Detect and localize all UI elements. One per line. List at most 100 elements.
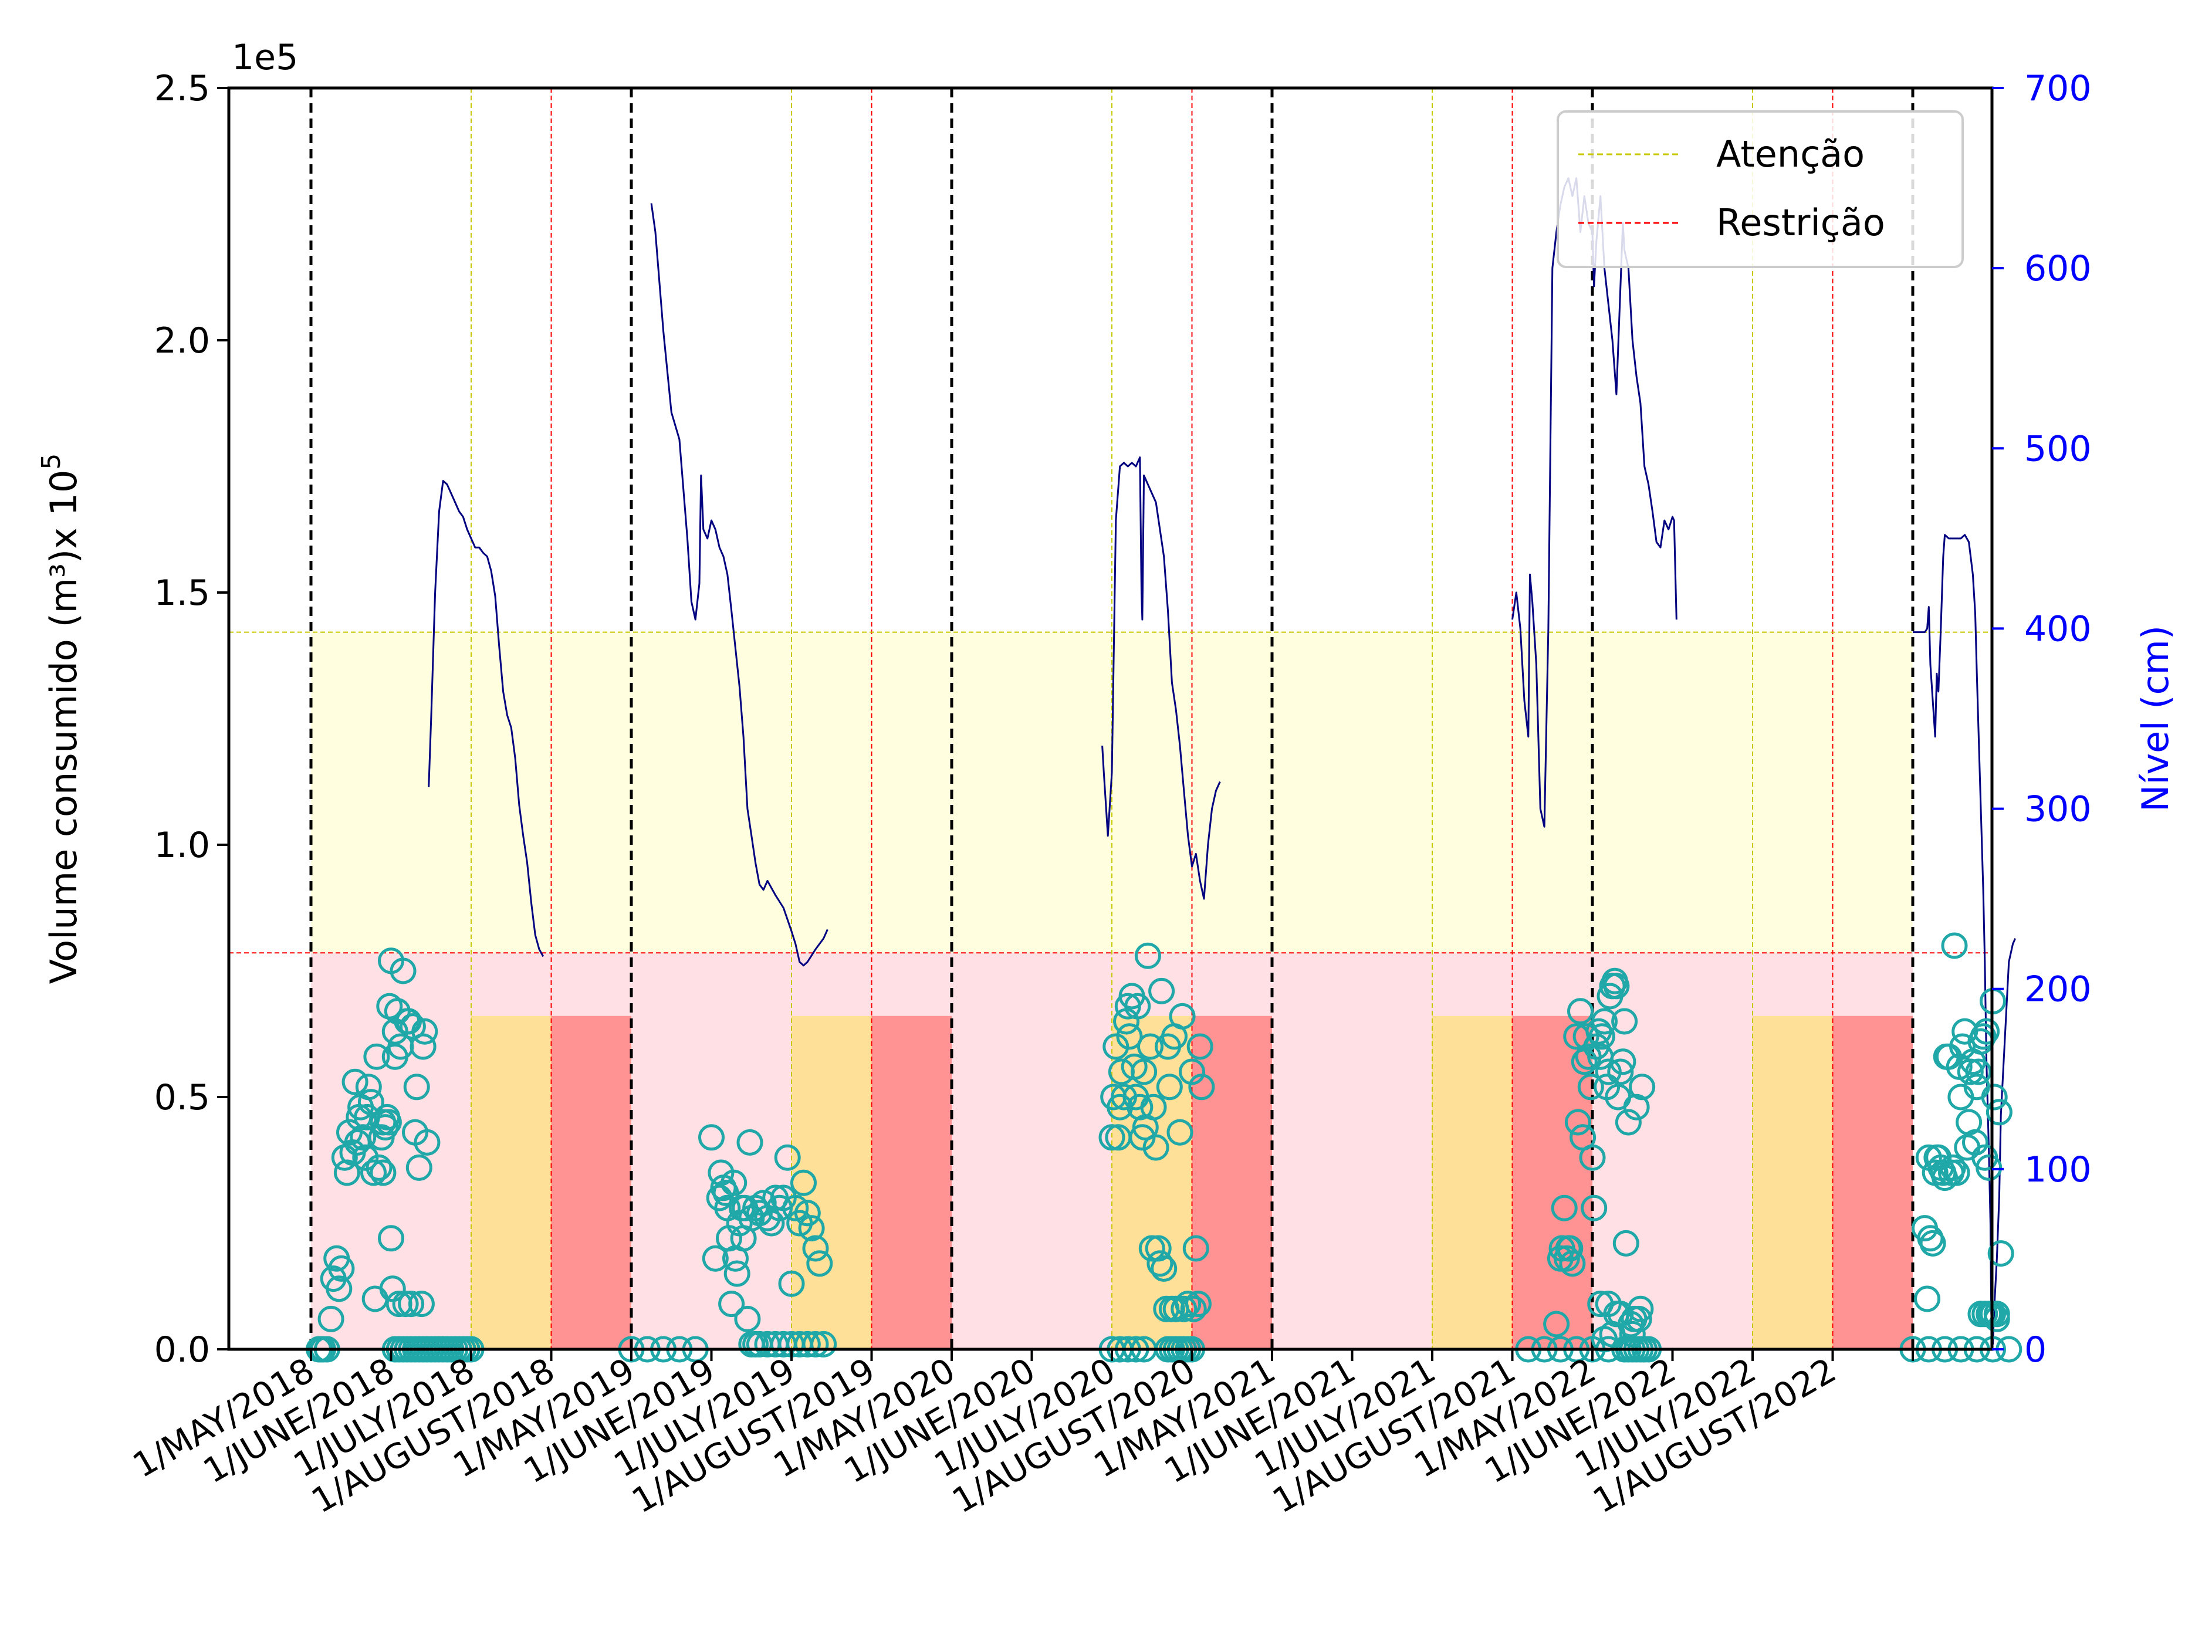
- attention-period-2022: [1753, 1015, 1833, 1349]
- right-tick-label: 400: [2024, 608, 2092, 649]
- level-line-2018: [428, 480, 544, 957]
- attention-period-2021: [1432, 1015, 1513, 1349]
- consumption-point-2021-28: [1591, 1008, 1618, 1035]
- consumption-point-2018-4: [317, 1305, 344, 1332]
- right-tick-label: 700: [2024, 68, 2092, 109]
- right-tick-label: 100: [2024, 1149, 2092, 1190]
- consumption-point-2020-7: [1102, 1033, 1129, 1060]
- consumption-point-2020-45: [1185, 1291, 1212, 1318]
- consumption-point-2019-5: [698, 1124, 725, 1151]
- right-tick-label: 600: [2024, 248, 2092, 289]
- consumption-point-2022-44: [1986, 1099, 2013, 1126]
- restriction-period-2020: [1192, 1015, 1272, 1349]
- consumption-point-2020-47: [1188, 1074, 1215, 1101]
- consumption-point-2021-46: [1627, 1295, 1654, 1322]
- restriction-period-2022: [1832, 1015, 1913, 1349]
- consumption-point-2019-49: [794, 1331, 821, 1358]
- consumption-point-2019-38: [798, 1215, 825, 1242]
- right-tick-label: 300: [2024, 789, 2092, 830]
- x-axis-ticks: 1/MAY/20181/JUNE/20181/JULY/20181/AUGUST…: [126, 1349, 1914, 1521]
- consumption-point-2021-38: [1611, 1008, 1638, 1035]
- consumption-point-2021-9: [1551, 1194, 1578, 1221]
- consumption-point-2022-34: [1965, 1058, 1992, 1085]
- consumption-point-2020-29: [1146, 1250, 1173, 1277]
- consumption-point-2018-17: [350, 1124, 377, 1151]
- consumption-point-2018-45: [408, 1291, 435, 1318]
- consumption-point-2020-24: [1137, 1033, 1164, 1060]
- consumption-point-2020-26: [1140, 1094, 1167, 1120]
- plot-frame: [227, 86, 1994, 1351]
- level-line-2020: [1101, 456, 1221, 900]
- left-tick-label: 1.5: [154, 573, 210, 614]
- consumption-point-2020-43: [1180, 1295, 1207, 1322]
- right-tick-label: 0: [2024, 1329, 2047, 1370]
- left-tick-label: 0.0: [154, 1329, 210, 1370]
- consumption-point-2020-27: [1142, 1134, 1169, 1161]
- month-lines: [309, 88, 1915, 1349]
- consumption-point-2021-37: [1609, 1048, 1636, 1075]
- consumption-point-2019-14: [721, 1169, 748, 1196]
- consumption-point-2020-46: [1186, 1033, 1213, 1060]
- left-tick-label: 1.0: [154, 825, 210, 866]
- consumption-point-2018-41: [398, 1291, 425, 1318]
- consumption-point-2019-39: [802, 1235, 829, 1262]
- consumption-point-2022-36: [1970, 1023, 1997, 1050]
- consumption-point-2018-13: [341, 1068, 368, 1095]
- consumption-point-2022-42: [1981, 1084, 2008, 1111]
- consumption-point-2020-28: [1145, 1235, 1172, 1262]
- season-periods: [471, 1015, 1913, 1349]
- consumption-point-2018-72: [375, 1109, 402, 1136]
- level-lines: [428, 177, 2017, 1345]
- consumption-point-2021-34: [1603, 973, 1630, 1000]
- consumption-point-2018-48: [414, 1129, 441, 1156]
- consumption-point-2021-15: [1564, 1109, 1591, 1136]
- consumption-point-2018-69: [378, 947, 404, 974]
- consumption-point-2022-50: [1983, 1301, 2010, 1328]
- right-tick-label: 200: [2024, 969, 2092, 1010]
- consumption-point-2018-32: [379, 1275, 406, 1302]
- consumption-point-2019-34: [782, 1194, 809, 1221]
- consumption-point-2019-6: [702, 1245, 729, 1272]
- consumption-point-2018-46: [410, 1033, 437, 1060]
- consumption-point-2019-36: [790, 1169, 817, 1196]
- consumption-point-2018-7: [326, 1275, 353, 1302]
- consumption-point-2021-21: [1577, 1074, 1604, 1101]
- legend-box: [1557, 110, 1964, 268]
- consumption-point-2018-21: [357, 1089, 384, 1116]
- consumption-point-2020-23: [1134, 942, 1161, 969]
- consumption-point-2019-21: [734, 1305, 761, 1332]
- legend-restricao-label: Restrição: [1716, 201, 1885, 244]
- consumption-point-2020-42: [1179, 1058, 1205, 1085]
- consumption-point-2022-21: [1939, 1154, 1966, 1181]
- consumption-point-2018-73: [399, 1013, 426, 1040]
- consumption-point-2021-39: [1612, 1230, 1639, 1257]
- consumption-point-2018-25: [366, 1154, 393, 1181]
- consumption-point-2022-32: [1962, 1129, 1988, 1156]
- consumption-point-2020-31: [1151, 1255, 1178, 1282]
- consumption-point-2022-38: [1973, 1018, 2000, 1045]
- consumption-point-2019-32: [774, 1144, 801, 1171]
- left-axis-label: Volume consumido (m³)x 105: [36, 453, 85, 984]
- consumption-point-2021-13: [1559, 1250, 1586, 1277]
- consumption-point-2020-41: [1175, 1291, 1202, 1318]
- consumption-point-2019-13: [718, 1291, 745, 1318]
- left-tick-label: 0.5: [154, 1077, 210, 1118]
- consumption-point-2022-8: [1914, 1285, 1941, 1312]
- consumption-point-2020-20: [1129, 1124, 1156, 1151]
- consumption-point-2018-47: [411, 1018, 438, 1045]
- consumption-point-2018-18: [352, 1144, 379, 1171]
- consumption-point-2018-44: [405, 1154, 432, 1181]
- consumption-point-2022-22: [1941, 932, 1968, 959]
- consumption-point-2022-45: [1987, 1240, 2014, 1267]
- consumption-point-2018-70: [381, 1043, 408, 1070]
- restriction-period-2019: [871, 1015, 952, 1349]
- consumption-point-2021-22: [1579, 1144, 1606, 1171]
- level-line-2019: [650, 203, 828, 967]
- consumption-point-2021-12: [1557, 1235, 1584, 1262]
- consumption-point-2018-10: [333, 1159, 360, 1186]
- consumption-point-2020-25: [1138, 1235, 1165, 1262]
- consumption-point-2020-21: [1131, 1058, 1158, 1085]
- consumption-point-2020-30: [1148, 977, 1175, 1004]
- consumption-point-2018-31: [378, 1225, 404, 1252]
